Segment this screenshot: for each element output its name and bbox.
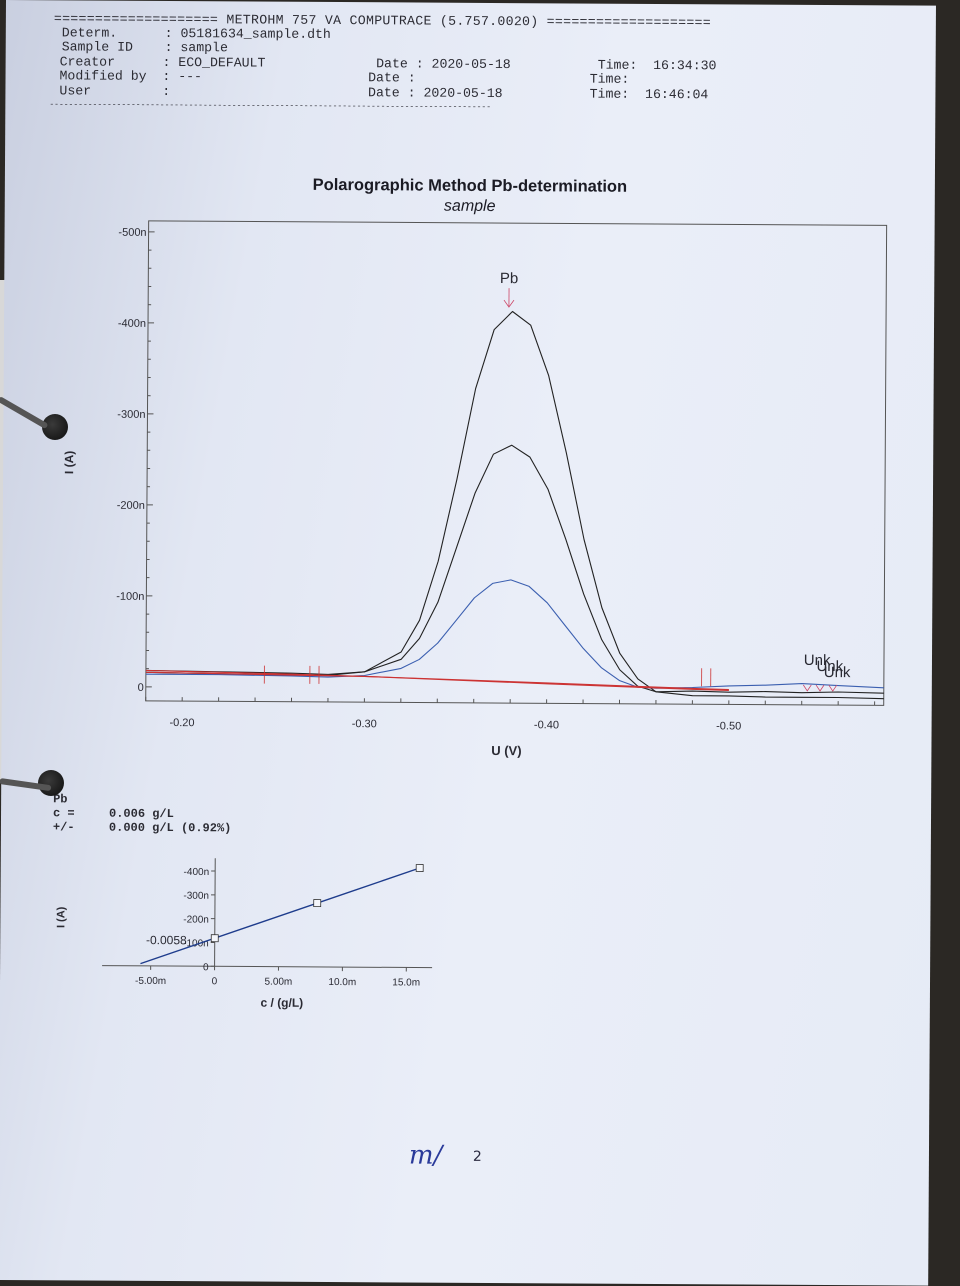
voltammogram-chart: 0 -100n -200n -300n -400n -500n I (A) -0.20 -0.3… <box>1 0 936 786</box>
y-tick-label: -200n <box>117 500 145 512</box>
cal-point <box>416 864 423 871</box>
y-axis-label: I (A) <box>62 451 76 474</box>
x-tick-label: -0.20 <box>169 717 194 729</box>
cal-x-axis <box>102 966 432 968</box>
cal-y-axis-label: I (A) <box>55 906 67 928</box>
report-page: ==================== METROHM 757 VA COMP… <box>0 0 936 1286</box>
plot-frame <box>146 221 887 705</box>
y-tick-label: -400n <box>118 318 146 330</box>
x-axis-label: U (V) <box>491 743 521 758</box>
x-tick-label: -0.30 <box>352 718 377 730</box>
cal-x-tick-label: 5.00m <box>264 977 292 988</box>
cal-x-tick-label: -5.00m <box>135 976 166 987</box>
cal-y-tick-label: -200n <box>183 914 209 925</box>
y-tick-label: -500n <box>118 227 146 239</box>
cal-point <box>211 935 218 942</box>
cal-y-tick-label: -300n <box>183 891 209 902</box>
cal-x-axis-label: c / (g/L) <box>261 996 304 1010</box>
y-tick-label: -100n <box>116 591 144 603</box>
y-tick-label: 0 <box>138 682 144 694</box>
cal-x-tick-label: 15.0m <box>392 977 420 988</box>
peak-label-unk: Unk <box>824 664 851 681</box>
cal-y-tick-label: 0 <box>203 962 209 973</box>
result-pm-value: 0.000 g/L (0.92%) <box>109 821 232 836</box>
result-c-label: c = <box>53 806 75 821</box>
series-line-1 <box>146 443 885 693</box>
cal-intercept-label: -0.0058 <box>146 933 187 947</box>
y-tick-label: -300n <box>117 409 145 421</box>
cal-x-tick-label: 10.0m <box>328 977 356 988</box>
x-tick-label: -0.40 <box>534 719 559 731</box>
cal-x-tick-label: 0 <box>212 976 218 987</box>
page-number: 2 <box>473 1149 482 1165</box>
handwritten-initials: m/ <box>409 1140 443 1170</box>
peak-label-pb: Pb <box>500 270 518 287</box>
x-tick-label: -0.50 <box>716 720 741 732</box>
peak-arrow-unk <box>816 685 824 691</box>
result-pm-label: +/- <box>53 820 75 835</box>
cal-y-tick-label: -400n <box>184 867 210 878</box>
peak-arrow-unk <box>803 685 811 691</box>
result-c-value: 0.006 g/L <box>109 807 174 822</box>
series-line-0 <box>146 309 886 698</box>
cal-point <box>314 900 321 907</box>
cal-y-axis <box>215 858 216 966</box>
